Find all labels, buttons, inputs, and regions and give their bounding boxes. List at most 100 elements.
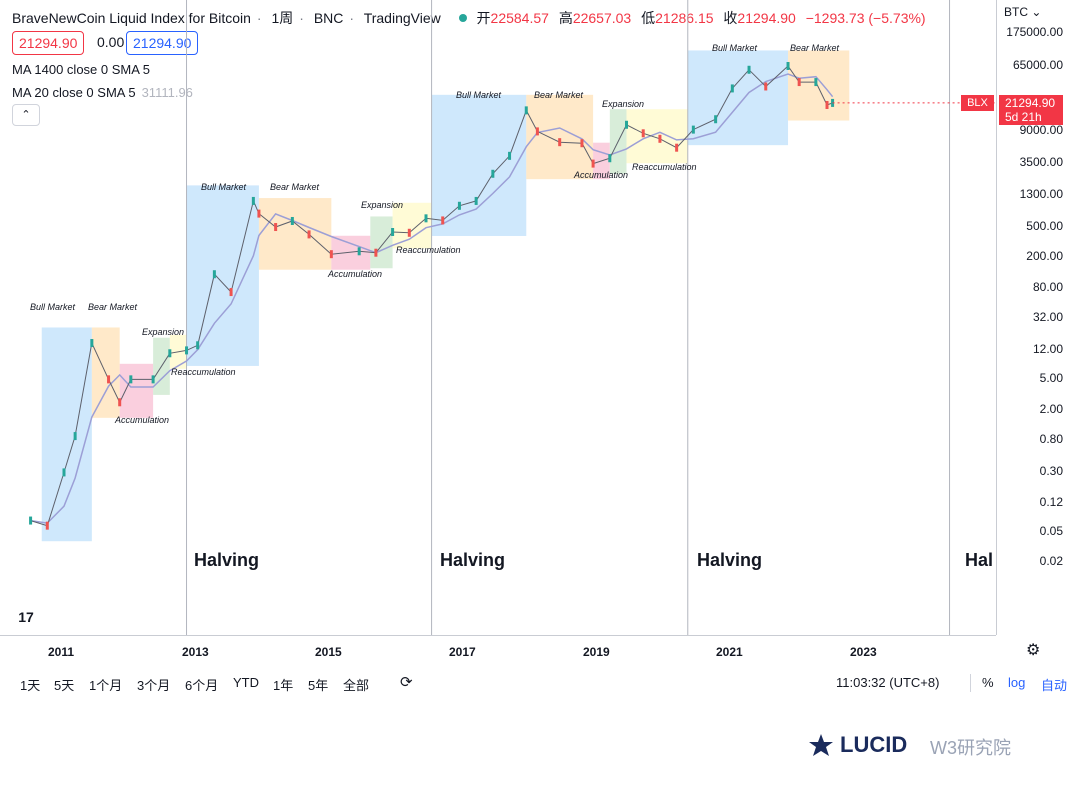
- price-point: [747, 65, 751, 74]
- symbol-title[interactable]: BraveNewCoin Liquid Index for Bitcoin: [12, 10, 251, 26]
- price-axis[interactable]: 175000.00 65000.00 9000.00 3500.00 1300.00 50…: [996, 0, 1080, 635]
- source-label: TradingView: [363, 10, 441, 26]
- indicator-ma20[interactable]: MA 20 close 0 SMA 5 31111.96: [12, 85, 193, 100]
- price-point: [714, 115, 718, 124]
- expansion-label: Expansion: [361, 200, 404, 210]
- time-tick-label: 2021: [716, 645, 743, 659]
- watermark-brand: LUCID: [840, 732, 908, 757]
- price-point: [524, 106, 528, 115]
- price-point: [62, 468, 66, 477]
- price-point: [625, 120, 629, 129]
- price-point: [797, 78, 801, 87]
- time-tick-label: 2017: [449, 645, 476, 659]
- lucid-logo-icon: [809, 734, 833, 756]
- collapse-legend-button[interactable]: ⌃: [12, 104, 40, 126]
- bar-countdown: 5d 21h: [1005, 110, 1042, 124]
- price-point: [212, 270, 216, 279]
- price-point: [675, 143, 679, 152]
- range-button[interactable]: 1年: [273, 678, 294, 693]
- price-tick-label: 0.80: [1039, 432, 1063, 446]
- gear-icon[interactable]: ⚙: [1026, 642, 1041, 659]
- percent-scale-toggle[interactable]: %: [982, 675, 994, 690]
- price-tick-label: 0.05: [1039, 524, 1063, 538]
- range-button[interactable]: 1个月: [89, 678, 123, 693]
- range-button[interactable]: 5天: [54, 678, 75, 693]
- price-tick-label: 200.00: [1026, 249, 1063, 263]
- time-tick-label: 2023: [850, 645, 877, 659]
- log-scale-toggle[interactable]: log: [1008, 675, 1026, 690]
- price-point: [229, 288, 233, 297]
- price-tick-label: 2.00: [1039, 402, 1063, 416]
- price-point: [457, 201, 461, 210]
- last-price-tag: 21294.90 5d 21h: [999, 95, 1063, 125]
- price-tick-label: 0.30: [1039, 464, 1063, 478]
- range-button[interactable]: 全部: [343, 678, 370, 693]
- bull-market-label: Bull Market: [30, 302, 76, 312]
- range-button[interactable]: YTD: [233, 675, 259, 690]
- buy-price-button[interactable]: 21294.90: [126, 31, 199, 55]
- interval-label[interactable]: 1周: [271, 10, 294, 26]
- price-point: [441, 216, 445, 225]
- bull-market-label: Bull Market: [456, 90, 502, 100]
- price-point: [407, 228, 411, 237]
- auto-scale-toggle[interactable]: 自动: [1041, 678, 1068, 693]
- chart-plot[interactable]: [0, 0, 996, 635]
- price-point: [591, 159, 595, 168]
- bottom-toolbar: 1天 5天 1个月 3个月 6个月 YTD 1年 5年 全部 ⟳ 11:03:32 (UTC+8…: [0, 668, 1080, 698]
- range-button[interactable]: 6个月: [185, 678, 219, 693]
- phase-zone: [431, 94, 527, 236]
- phase-zone: [687, 50, 789, 146]
- price-point: [374, 248, 378, 257]
- price-point: [274, 223, 278, 232]
- price-tick-label: 0.12: [1039, 495, 1063, 509]
- market-status-icon: [458, 14, 467, 22]
- time-axis[interactable]: 2011 2013 2015 2017 2019 2021 2023: [0, 635, 996, 666]
- price-point: [129, 375, 133, 384]
- range-button[interactable]: 3个月: [137, 678, 171, 693]
- price-point: [151, 375, 155, 384]
- phase-zone: [186, 185, 259, 366]
- ma2-value: 31111.96: [141, 85, 193, 100]
- halving-label: Hal: [965, 550, 994, 570]
- tradingview-logo[interactable]: 17: [18, 609, 34, 625]
- halving-label: Halving: [440, 550, 506, 570]
- time-tick-label: 2013: [182, 645, 209, 659]
- open-label: 开: [476, 10, 491, 26]
- price-point: [608, 154, 612, 163]
- close-value: 21294.90: [737, 10, 796, 26]
- price-point: [107, 375, 111, 384]
- price-point: [814, 78, 818, 87]
- price-point: [357, 247, 361, 256]
- price-point: [691, 125, 695, 134]
- reaccumulation-label: Reaccumulation: [632, 162, 697, 172]
- range-button[interactable]: 5年: [308, 678, 329, 693]
- price-line: [30, 65, 833, 527]
- clock-display[interactable]: 11:03:32 (UTC+8): [836, 675, 940, 690]
- time-tick-label: 2011: [48, 645, 75, 659]
- price-point: [825, 100, 829, 109]
- replay-icon[interactable]: ⟳: [400, 674, 413, 691]
- toolbar-divider: [970, 674, 971, 692]
- price-tick-label: 32.00: [1032, 310, 1063, 324]
- axis-unit-selector[interactable]: BTC ⌄: [1004, 5, 1042, 19]
- high-label: 高: [558, 10, 573, 26]
- range-button[interactable]: 1天: [20, 678, 41, 693]
- high-value: 22657.03: [572, 10, 632, 26]
- price-point: [118, 398, 122, 407]
- low-value: 21286.15: [655, 10, 714, 26]
- price-point: [474, 196, 478, 205]
- price-point: [329, 250, 333, 259]
- expansion-label: Expansion: [602, 99, 645, 109]
- price-point: [90, 339, 94, 348]
- sell-price-button[interactable]: 21294.90: [12, 31, 85, 55]
- price-tick-label: 9000.00: [1019, 123, 1063, 137]
- phase-zone: [331, 235, 371, 270]
- price-point: [786, 62, 790, 70]
- price-point: [764, 82, 768, 91]
- bear-market-label: Bear Market: [270, 182, 320, 192]
- price-point: [185, 346, 189, 355]
- indicator-ma1400[interactable]: MA 1400 close 0 SMA 5: [12, 62, 150, 77]
- price-tick-label: 12.00: [1032, 342, 1063, 356]
- reaccumulation-label: Reaccumulation: [396, 245, 461, 255]
- phase-zone: [626, 109, 688, 164]
